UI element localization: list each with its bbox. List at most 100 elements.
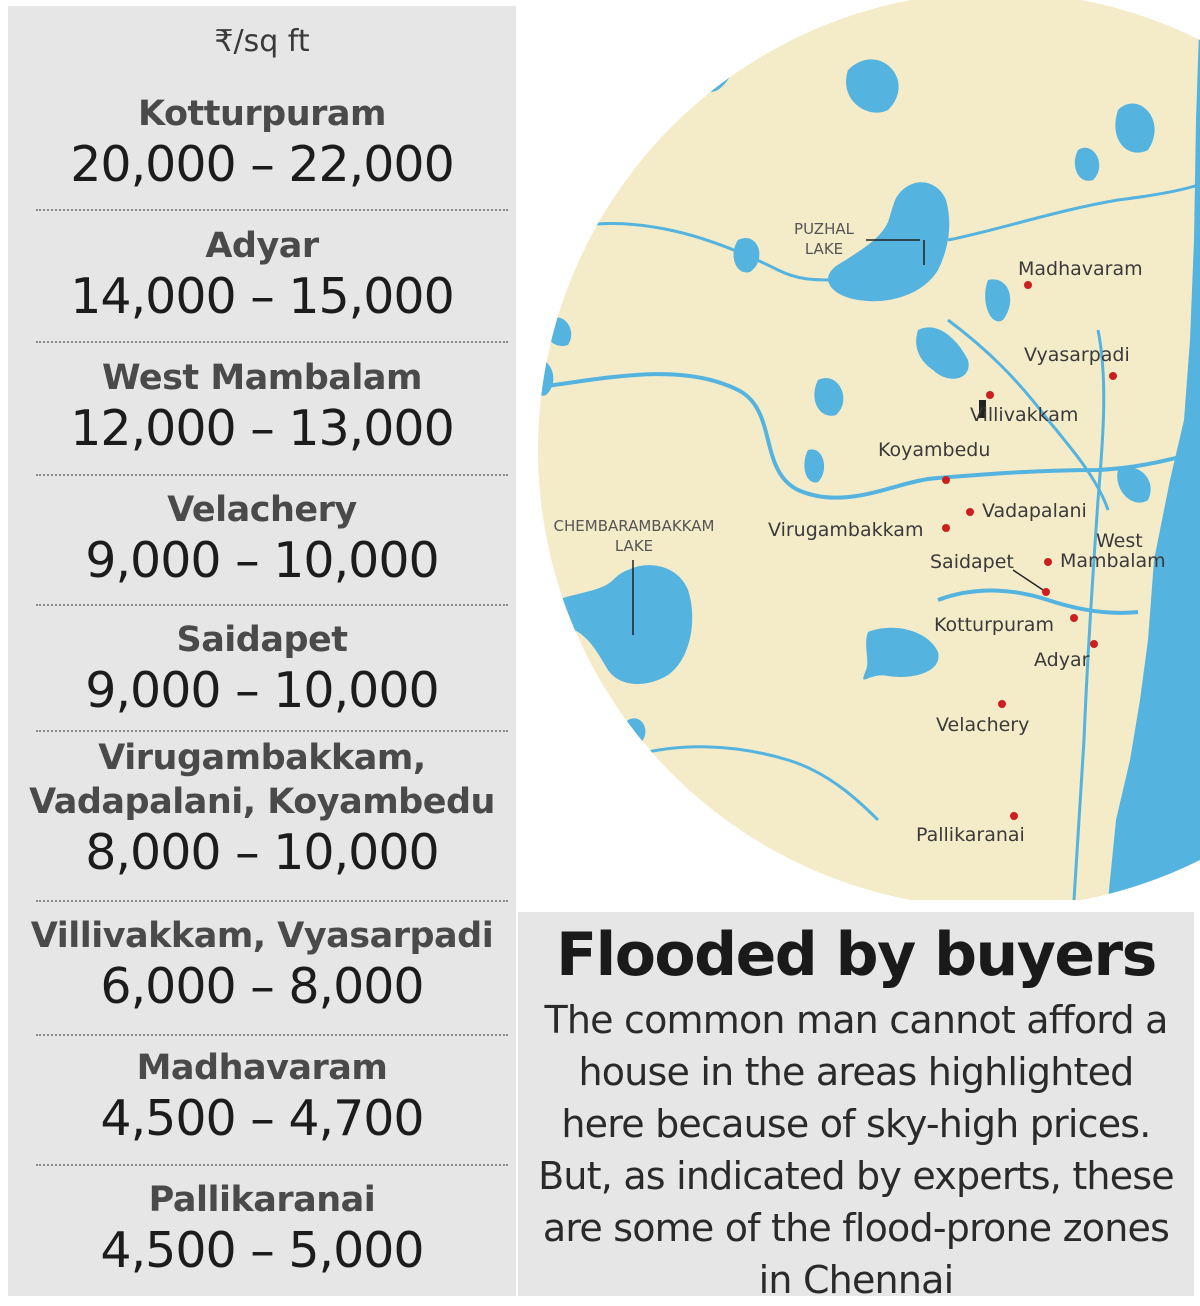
map-svg: PUZHAL LAKE CHEMBARAMBAKKAM LAKE Madhava…	[538, 0, 1200, 901]
price-entry-adyar: Adyar 14,000 – 15,000	[8, 224, 516, 326]
label-adyar: Adyar	[1034, 649, 1090, 671]
price-list-panel: ₹/sq ft Kotturpuram 20,000 – 22,000 Adya…	[8, 6, 516, 1296]
caption-line: in Chennai	[758, 1258, 955, 1302]
caption-line: are some of the flood-prone zones	[542, 1206, 1170, 1250]
price-range: 20,000 – 22,000	[70, 136, 455, 193]
caption-text: The common man cannot afford a house in …	[524, 994, 1188, 1306]
river	[947, 183, 1199, 242]
price-entry-villivakkam: Villivakkam, Vyasarpadi 6,000 – 8,000	[8, 914, 516, 1016]
water-body	[804, 449, 825, 483]
price-entry-saidapet: Saidapet 9,000 – 10,000	[8, 618, 516, 720]
marker-saidapet	[1042, 588, 1050, 596]
marker-koyambedu	[942, 476, 950, 484]
water-body	[846, 59, 899, 113]
divider	[36, 1164, 508, 1166]
price-range: 12,000 – 13,000	[70, 400, 455, 457]
water-body	[814, 378, 844, 416]
area-name: West Mambalam	[101, 358, 423, 398]
area-name: Pallikaranai	[148, 1180, 376, 1220]
marker-vadapalani	[966, 508, 974, 516]
marker-pallikaranai	[1010, 812, 1018, 820]
land-area	[538, 0, 1200, 900]
price-range: 8,000 – 10,000	[85, 824, 439, 881]
water-body	[1074, 147, 1100, 181]
price-unit-label: ₹/sq ft	[214, 24, 310, 59]
label-villivakkam: Villivakkam	[970, 404, 1078, 426]
price-entry-west-mambalam: West Mambalam 12,000 – 13,000	[8, 356, 516, 458]
label-saidapet: Saidapet	[930, 551, 1014, 573]
marker-adyar	[1090, 640, 1098, 648]
label-vyasarpadi: Vyasarpadi	[1024, 344, 1130, 366]
sea	[1108, 0, 1200, 900]
divider	[36, 730, 508, 732]
river	[557, 222, 870, 292]
canal	[1072, 329, 1106, 901]
label-west: West	[1096, 530, 1143, 552]
water-body	[916, 327, 969, 379]
caption-line: But, as indicated by experts, these	[538, 1154, 1175, 1198]
price-range: 9,000 – 10,000	[85, 662, 439, 719]
river	[538, 372, 1189, 500]
price-entry-virugambakkam: Virugambakkam, Vadapalani, Koyambedu 8,0…	[8, 736, 516, 882]
puzhal-lake-label-line2: LAKE	[805, 240, 843, 258]
river	[617, 745, 880, 822]
marker-vyasarpadi	[1109, 372, 1117, 380]
price-entry-velachery: Velachery 9,000 – 10,000	[8, 488, 516, 590]
label-vadapalani: Vadapalani	[982, 500, 1087, 522]
label-kotturpuram: Kotturpuram	[934, 614, 1054, 636]
price-entry-madhavaram: Madhavaram 4,500 – 4,700	[8, 1046, 516, 1148]
marker-villivakkam	[986, 391, 994, 399]
water-body	[1117, 467, 1151, 503]
area-name: Virugambakkam,	[98, 738, 426, 778]
headline: Flooded by buyers	[556, 920, 1157, 990]
price-range: 4,500 – 4,700	[100, 1090, 424, 1147]
water-body	[863, 627, 939, 680]
price-range: 9,000 – 10,000	[85, 532, 439, 589]
water-body	[623, 718, 646, 746]
area-name: Villivakkam, Vyasarpadi	[30, 916, 494, 956]
caption-box: Flooded by buyers The common man cannot …	[518, 912, 1194, 1302]
leader-line	[1012, 569, 1047, 593]
chennai-map: PUZHAL LAKE CHEMBARAMBAKKAM LAKE Madhava…	[518, 0, 1200, 901]
puzhal-lake	[828, 182, 950, 302]
area-name: Madhavaram	[136, 1048, 388, 1088]
river	[937, 588, 1139, 615]
chembarambakkam-lake-label: CHEMBARAMBAKKAM	[554, 517, 715, 535]
caption-line: house in the areas highlighted	[578, 1050, 1134, 1094]
river	[947, 318, 1110, 511]
water-body	[545, 857, 571, 886]
area-name: Adyar	[205, 226, 319, 266]
area-name: Velachery	[167, 490, 357, 530]
label-velachery: Velachery	[936, 714, 1029, 736]
water-body	[985, 279, 1011, 322]
divider	[36, 209, 508, 211]
label-virugambakkam: Virugambakkam	[768, 519, 923, 541]
label-madhavaram: Madhavaram	[1018, 258, 1143, 280]
price-entry-pallikaranai: Pallikaranai 4,500 – 5,000	[8, 1178, 516, 1280]
divider	[36, 474, 508, 476]
divider	[36, 900, 508, 902]
caption-line: The common man cannot afford a	[544, 998, 1168, 1042]
price-range: 6,000 – 8,000	[100, 958, 424, 1015]
divider	[36, 604, 508, 606]
chembarambakkam-lake	[553, 565, 693, 685]
label-koyambedu: Koyambedu	[878, 439, 990, 461]
area-name: Saidapet	[176, 620, 348, 660]
marker-madhavaram	[1024, 281, 1032, 289]
price-entry-kotturpuram: Kotturpuram 20,000 – 22,000	[8, 92, 516, 194]
area-name: Kotturpuram	[137, 94, 387, 134]
price-range: 4,500 – 5,000	[100, 1222, 424, 1279]
divider	[36, 1034, 508, 1036]
puzhal-lake-label: PUZHAL	[794, 220, 855, 238]
area-name-continued: Vadapalani, Koyambedu	[29, 782, 495, 822]
villivakkam-marker-block	[979, 400, 986, 418]
water-body	[1115, 103, 1155, 153]
label-pallikaranai: Pallikaranai	[916, 824, 1025, 846]
marker-velachery	[998, 700, 1006, 708]
divider	[36, 341, 508, 343]
marker-kotturpuram	[1070, 614, 1078, 622]
chembarambakkam-lake-label-line2: LAKE	[615, 537, 653, 555]
caption-line: here because of sky-high prices.	[561, 1102, 1151, 1146]
price-range: 14,000 – 15,000	[70, 268, 455, 325]
marker-west-mambalam	[1044, 558, 1052, 566]
